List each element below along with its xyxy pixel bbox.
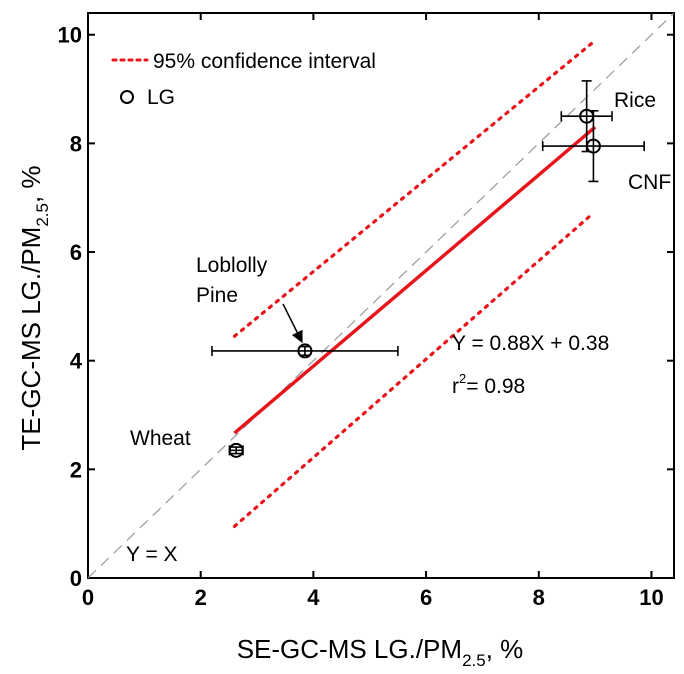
axis-ticks: 0 2 4 6 8 10 0 2 4 6 8 10 xyxy=(58,13,674,610)
x-tick-label: 8 xyxy=(533,585,545,610)
x-axis-label: SE-GC-MS LG./PM2.5, % xyxy=(237,634,524,670)
label-wheat: Wheat xyxy=(130,427,191,450)
label-pine-line1: Loblolly xyxy=(196,254,268,277)
equation-text: Y = 0.88X + 0.38 xyxy=(452,332,609,355)
y-axis-label: TE-GC-MS LG./PM2.5, % xyxy=(16,165,52,450)
legend-ci-label: 95% confidence interval xyxy=(153,50,376,73)
plot-frame xyxy=(87,12,675,579)
identity-label: Y = X xyxy=(126,543,178,566)
y-tick-label: 4 xyxy=(70,349,83,374)
x-tick-label: 6 xyxy=(420,585,432,610)
legend-lg-marker xyxy=(120,90,134,104)
y-tick-label: 8 xyxy=(70,131,82,156)
fit-line xyxy=(233,125,597,435)
wheat-point xyxy=(228,442,244,458)
x-tick-label: 2 xyxy=(195,585,207,610)
confidence-upper-line xyxy=(232,41,594,338)
label-cnf: CNF xyxy=(628,171,671,194)
y-tick-label: 2 xyxy=(70,457,82,482)
legend-lg-label: LG xyxy=(147,86,175,109)
y-tick-label: 10 xyxy=(58,23,82,48)
legend: 95% confidence interval LG xyxy=(111,50,376,109)
identity-line xyxy=(88,13,674,578)
confidence-lower-line xyxy=(232,212,594,528)
series-layer xyxy=(88,13,674,578)
y-tick-label: 0 xyxy=(70,566,82,591)
label-pine-line2: Pine xyxy=(196,284,238,307)
x-tick-label: 10 xyxy=(639,585,663,610)
cnf-point xyxy=(585,138,601,154)
r-squared-text: r2= 0.98 xyxy=(452,371,525,398)
pine-arrow xyxy=(282,303,303,344)
points-layer xyxy=(211,80,645,458)
x-tick-label: 0 xyxy=(82,585,94,610)
loblolly-pine-point xyxy=(297,343,313,359)
label-rice: Rice xyxy=(614,89,656,112)
y-tick-label: 6 xyxy=(70,240,82,265)
x-tick-label: 4 xyxy=(307,585,320,610)
